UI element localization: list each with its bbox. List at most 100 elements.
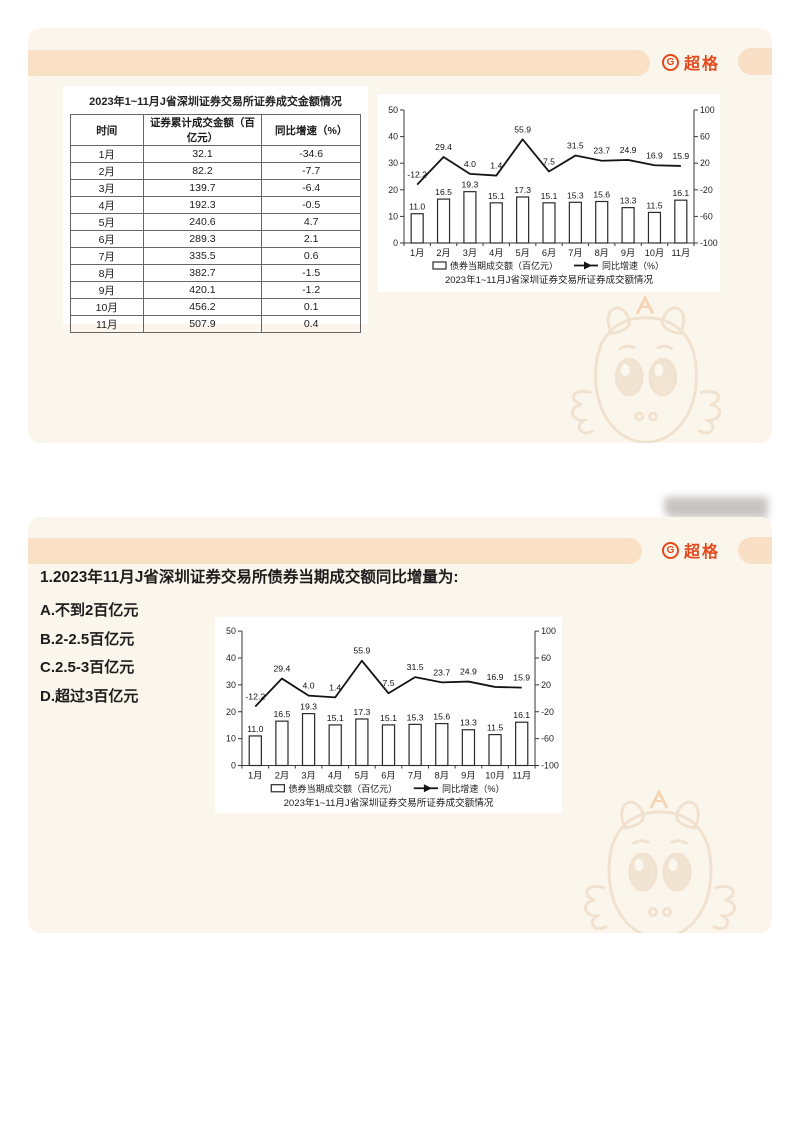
- svg-text:55.9: 55.9: [514, 124, 531, 134]
- table-header-growth: 同比增速（%）: [261, 114, 361, 146]
- table-cell: 2月: [70, 162, 144, 180]
- table-cell: 8月: [70, 264, 144, 282]
- svg-text:40: 40: [226, 653, 236, 663]
- svg-text:2月: 2月: [436, 248, 450, 258]
- svg-text:11.0: 11.0: [247, 724, 263, 734]
- svg-text:60: 60: [700, 132, 710, 142]
- table-cell: -1.5: [261, 264, 361, 282]
- table-cell: 0.6: [261, 247, 361, 265]
- table-row: 1月 32.1 -34.6: [70, 145, 361, 163]
- svg-text:30: 30: [388, 158, 398, 168]
- svg-text:100: 100: [700, 105, 715, 115]
- svg-text:29.4: 29.4: [435, 142, 452, 152]
- table-cell: 192.3: [142, 196, 263, 214]
- question-text: 1.2023年11月J省深圳证券交易所债券当期成交额同比增量为:: [40, 569, 459, 586]
- svg-text:13.3: 13.3: [460, 718, 477, 728]
- table-cell: -1.2: [261, 281, 361, 299]
- table-cell: 2.1: [261, 230, 361, 248]
- table-cell: 240.6: [142, 213, 263, 231]
- table-cell: -34.6: [261, 145, 361, 163]
- svg-text:7月: 7月: [568, 248, 582, 258]
- svg-text:15.1: 15.1: [541, 191, 558, 201]
- table-cell: 507.9: [142, 315, 263, 333]
- table-cell: 5月: [70, 213, 144, 231]
- table-cell: 3月: [70, 179, 144, 197]
- table-row: 4月 192.3 -0.5: [70, 196, 361, 214]
- table-row: 3月 139.7 -6.4: [70, 179, 361, 197]
- brand-logo-text: 超格: [683, 544, 720, 561]
- svg-text:11月: 11月: [512, 771, 531, 781]
- brand-logo-icon: G: [661, 53, 679, 71]
- svg-text:债券当期成交额（百亿元）: 债券当期成交额（百亿元）: [288, 783, 397, 794]
- svg-text:11月: 11月: [671, 248, 690, 258]
- option-a: A.不到2百亿元: [40, 602, 139, 619]
- svg-text:17.3: 17.3: [514, 185, 531, 195]
- svg-text:24.9: 24.9: [620, 145, 637, 155]
- svg-text:100: 100: [541, 626, 556, 636]
- table-cell: 0.1: [261, 298, 361, 316]
- svg-text:16.9: 16.9: [487, 672, 504, 682]
- svg-text:20: 20: [388, 185, 398, 195]
- svg-text:1.4: 1.4: [329, 682, 341, 692]
- svg-text:7.5: 7.5: [543, 157, 555, 167]
- svg-text:-100: -100: [541, 761, 559, 771]
- table-row: 8月 382.7 -1.5: [70, 264, 361, 282]
- svg-text:2月: 2月: [275, 771, 289, 781]
- chart-panel-1: 0 10 20 30 40 50 100 60 20 -20 -60 -100 1月 2月 3月 4月 5月 6月…: [378, 94, 720, 292]
- svg-text:3月: 3月: [463, 248, 477, 258]
- svg-text:40: 40: [388, 132, 398, 142]
- svg-text:15.9: 15.9: [672, 151, 689, 161]
- table-row: 7月 335.5 0.6: [70, 247, 361, 265]
- table-cell: 4.7: [261, 213, 361, 231]
- svg-text:16.1: 16.1: [672, 188, 689, 198]
- brand-logo-text: 超格: [683, 56, 720, 73]
- table-cell: 139.7: [142, 179, 263, 197]
- table-body: 1月 32.1 -34.6 2月 82.2 -7.7 3月 139.7 -6.4 4月 192.3-…: [70, 145, 361, 333]
- svg-text:16.1: 16.1: [513, 710, 530, 720]
- svg-text:50: 50: [226, 626, 236, 636]
- svg-text:10: 10: [388, 211, 398, 221]
- table-cell: 382.7: [142, 264, 263, 282]
- mascot-watermark: [570, 294, 722, 443]
- table-row: 2月 82.2 -7.7: [70, 162, 361, 180]
- svg-text:15.6: 15.6: [433, 712, 450, 722]
- svg-text:24.9: 24.9: [460, 666, 477, 676]
- svg-text:15.9: 15.9: [513, 673, 530, 683]
- svg-text:10月: 10月: [485, 771, 505, 781]
- svg-text:11.5: 11.5: [487, 723, 503, 733]
- svg-text:4.0: 4.0: [303, 681, 315, 691]
- svg-text:16.9: 16.9: [646, 150, 663, 160]
- svg-text:2023年1~11月J省深圳证券交易所证券成交额情况: 2023年1~11月J省深圳证券交易所证券成交额情况: [284, 797, 494, 809]
- slide-card-2: G 超格 1.2023年11月J省深圳证券交易所债: [28, 517, 772, 933]
- svg-text:13.3: 13.3: [620, 196, 637, 206]
- table-cell: -7.7: [261, 162, 361, 180]
- svg-text:4.0: 4.0: [464, 159, 476, 169]
- svg-text:15.6: 15.6: [593, 190, 610, 200]
- svg-text:19.3: 19.3: [300, 702, 317, 712]
- svg-text:20: 20: [541, 680, 551, 690]
- svg-text:债券当期成交额（百亿元）: 债券当期成交额（百亿元）: [450, 260, 558, 271]
- mascot-watermark: [584, 788, 736, 933]
- table-cell: 11月: [70, 315, 144, 333]
- svg-text:17.3: 17.3: [353, 707, 370, 717]
- table-row: 10月 456.2 0.1: [70, 298, 361, 316]
- option-c: C.2.5-3百亿元: [40, 659, 135, 676]
- securities-table: 时间 证券累计成交金额（百亿元） 同比增速（%） 1月 32.1 -34.6 2月 82…: [70, 114, 361, 333]
- svg-text:-12.2: -12.2: [245, 691, 265, 701]
- table-cell: 9月: [70, 281, 144, 299]
- chart-panel-2: 0 10 20 30 40 50 100 60 20 -20 -60 -100 1月 2月 3月 4月 5月 6月…: [215, 617, 562, 813]
- svg-text:-20: -20: [700, 185, 713, 195]
- question-block: 1.2023年11月J省深圳证券交易所债券当期成交额同比增量为: A.不到2百亿…: [40, 565, 600, 711]
- svg-text:23.7: 23.7: [593, 146, 610, 156]
- svg-text:50: 50: [388, 105, 398, 115]
- svg-text:31.5: 31.5: [407, 662, 424, 672]
- header-band: [28, 50, 650, 76]
- brand-logo-icon: G: [661, 541, 679, 559]
- svg-text:1月: 1月: [410, 248, 424, 258]
- svg-text:31.5: 31.5: [567, 141, 584, 151]
- svg-text:5月: 5月: [355, 771, 369, 781]
- table-header-row: 时间 证券累计成交金额（百亿元） 同比增速（%）: [70, 114, 361, 146]
- option-b: B.2-2.5百亿元: [40, 630, 135, 648]
- svg-text:4月: 4月: [328, 771, 342, 781]
- svg-text:11.0: 11.0: [409, 202, 425, 212]
